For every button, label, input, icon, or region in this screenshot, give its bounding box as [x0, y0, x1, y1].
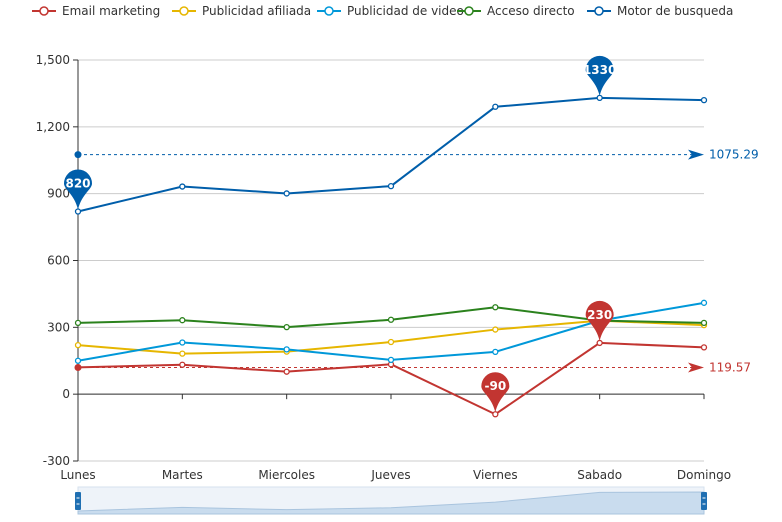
data-point — [283, 323, 290, 331]
average-label: 1075.29 — [709, 148, 759, 162]
legend-swatch-marker — [39, 6, 49, 16]
data-point — [492, 348, 499, 355]
y-tick-label: 1,200 — [36, 120, 70, 134]
data-point — [74, 208, 82, 215]
data-point — [700, 344, 708, 351]
data-point — [283, 368, 290, 375]
y-tick-label: 900 — [47, 187, 70, 201]
data-point — [492, 103, 499, 110]
average-arrow — [688, 362, 704, 373]
y-tick-label: -300 — [43, 454, 70, 468]
data-point — [179, 361, 186, 368]
x-tick-label: Lunes — [60, 468, 95, 482]
legend-label: Publicidad de video — [347, 4, 464, 18]
data-point — [492, 304, 499, 311]
average-arrow — [688, 149, 704, 160]
data-point — [283, 190, 290, 197]
marker-pin: 820 — [64, 169, 92, 210]
marker-pin-shape — [585, 55, 614, 96]
series-line — [77, 319, 705, 355]
series-email-marketing — [74, 339, 708, 418]
data-point — [387, 316, 395, 323]
x-tick-label: Martes — [162, 468, 203, 482]
legend-swatch-marker — [464, 6, 474, 16]
legend-label: Publicidad afiliada — [202, 4, 311, 18]
x-tick-label: Sabado — [577, 468, 622, 482]
marker-pin-shape — [64, 169, 92, 210]
marker-pin-label: -90 — [484, 379, 506, 393]
y-tick-label: 1,500 — [36, 53, 70, 67]
grid-lines — [78, 59, 704, 462]
marker-pin-label: 230 — [587, 308, 612, 322]
data-point — [596, 94, 603, 102]
marker-pin: 1330 — [583, 55, 616, 96]
y-tick-label: 300 — [47, 320, 70, 334]
legend-label: Motor de busqueda — [617, 4, 733, 18]
legend-swatch-marker — [324, 6, 334, 16]
x-tick-label: Viernes — [473, 468, 518, 482]
x-tick-label: Domingo — [677, 468, 731, 482]
average-line-motor-de-busqueda: 1075.29 — [74, 148, 759, 162]
data-point — [492, 326, 499, 333]
marker-pin-shape — [481, 372, 510, 413]
zoom-handle[interactable] — [75, 492, 81, 510]
data-zoom-slider[interactable] — [75, 486, 707, 515]
x-tick-label: Jueves — [370, 468, 410, 482]
y-tick-label: 600 — [47, 254, 70, 268]
data-point — [283, 346, 290, 353]
data-point — [179, 350, 186, 357]
legend[interactable]: Email marketing Publicidad afiliada Public… — [32, 4, 733, 18]
marker-pin-label: 820 — [65, 176, 90, 190]
legend-item-email-marketing[interactable]: Email marketing — [32, 4, 160, 18]
series-publicidad-afiliada — [74, 317, 708, 357]
data-point — [74, 357, 82, 364]
average-label: 119.57 — [709, 361, 751, 375]
marker-pin: -90 — [481, 372, 510, 413]
data-point — [387, 182, 395, 190]
marker-pin-label: 1330 — [583, 63, 616, 77]
average-line-email-marketing: 119.57 — [74, 361, 751, 375]
legend-item-publicidad-de-video[interactable]: Publicidad de video — [317, 4, 464, 18]
zoom-handle[interactable] — [701, 492, 707, 510]
series-lines — [74, 94, 708, 418]
marker-pins: -90 230 820 1330 — [64, 55, 616, 413]
legend-label: Acceso directo — [487, 4, 575, 18]
data-point — [700, 299, 708, 306]
y-tick-label: 0 — [62, 387, 70, 401]
legend-swatch-marker — [179, 6, 189, 16]
marker-pin: 230 — [585, 300, 614, 341]
legend-swatch-marker — [594, 6, 604, 16]
x-tick-label: Miercoles — [258, 468, 315, 482]
data-point — [387, 338, 395, 346]
data-point — [492, 411, 499, 418]
data-point — [74, 319, 82, 327]
legend-item-acceso-directo[interactable]: Acceso directo — [457, 4, 575, 18]
data-point — [179, 183, 186, 190]
legend-item-publicidad-afiliada[interactable]: Publicidad afiliada — [172, 4, 311, 18]
data-point — [700, 96, 708, 104]
data-point — [74, 342, 82, 349]
data-point — [387, 356, 395, 364]
average-lines: 119.57 1075.29 — [74, 148, 759, 375]
data-point — [179, 317, 186, 324]
data-point — [596, 339, 603, 347]
legend-label: Email marketing — [62, 4, 160, 18]
data-point — [700, 319, 708, 327]
legend-item-motor-de-busqueda[interactable]: Motor de busqueda — [587, 4, 733, 18]
data-point — [179, 339, 186, 346]
marker-pin-shape — [585, 300, 614, 341]
